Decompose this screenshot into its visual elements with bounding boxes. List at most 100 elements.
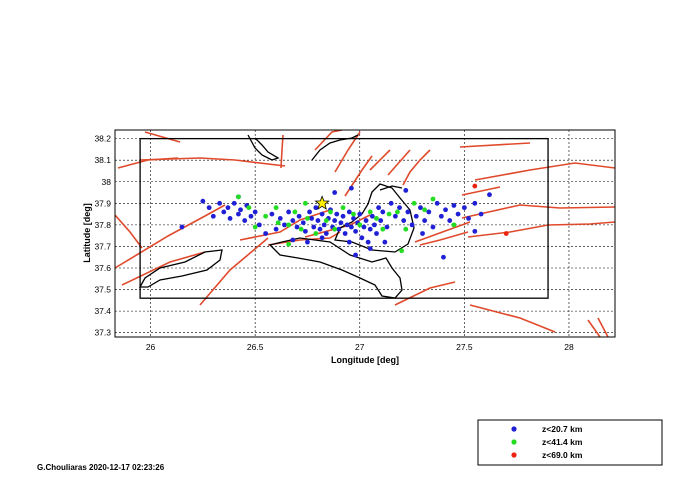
epicenter-point-series-0 [413,213,419,219]
study-area-rectangle [139,137,549,299]
x-tick-label: 27.5 [456,342,473,352]
epicenter-point-series-0 [409,222,415,228]
epicenter-point-series-0 [472,228,478,234]
epicenter-point-series-0 [451,203,457,208]
epicenter-point-series-0 [319,211,325,217]
epicenter-point-series-0 [296,213,302,219]
epicenter-point-series-0 [286,209,292,215]
y-tick-label: 37.8 [94,220,111,230]
epicenter-point-series-0 [300,220,306,226]
fault-line [144,131,181,143]
epicenter-point-series-0 [302,228,308,234]
epicenter-point-series-2 [503,231,509,236]
epicenter-point-series-0 [447,218,453,223]
x-tick-label: 26 [146,342,156,352]
epicenter-points [179,183,509,260]
coastline [379,185,403,191]
epicenter-point-series-1 [403,226,409,232]
epicenter-point-series-0 [309,216,315,221]
epicenter-point-series-0 [256,222,262,228]
y-tick-label: 38.1 [94,155,111,165]
epicenter-point-series-1 [340,205,346,211]
fault-line [402,149,431,186]
epicenter-point-series-1 [395,209,400,215]
epicenter-point-series-0 [349,224,354,230]
epicenter-point-series-0 [466,216,471,221]
epicenter-point-series-1 [399,248,405,254]
epicenter-point-series-0 [403,187,409,193]
epicenter-point-series-0 [321,222,327,228]
epicenter-point-series-1 [246,205,252,211]
fault-line [394,281,456,306]
epicenter-point-series-0 [443,207,448,213]
epicenter-point-series-1 [252,224,258,230]
fault-line [387,149,411,176]
y-tick-label: 38.2 [94,134,111,144]
coastline [138,249,223,288]
epicenter-point-series-0 [313,205,319,211]
epicenter-point-series-1 [286,222,292,228]
epicenter-point-series-1 [263,213,269,219]
fault-line [199,237,269,306]
epicenter-point-series-0 [397,205,402,211]
legend-marker-shallow [511,426,517,432]
legend: z<20.7 km z<41.4 km z<69.0 km [477,419,663,466]
y-tick-label: 37.5 [94,285,111,295]
y-tick-label: 38 [102,177,112,187]
epicenter-point-series-0 [367,246,373,251]
epicenter-point-series-0 [311,224,317,230]
epicenter-point-series-0 [307,209,312,215]
epicenter-point-series-1 [286,241,292,247]
epicenter-point-series-0 [305,239,310,245]
epicenter-point-series-0 [376,205,381,211]
epicenter-point-series-0 [252,209,258,215]
epicenter-point-series-0 [269,211,275,217]
y-tick-labels: 37.3 37.4 37.5 37.6 37.7 37.8 37.9 38 38.1 38.2 [94,134,111,338]
legend-label-shallow: z<20.7 km [542,424,583,434]
epicenter-point-series-0 [367,226,373,232]
epicenter-point-series-0 [277,216,283,221]
fault-line [419,231,469,246]
epicenter-point-series-0 [349,185,354,191]
epicenter-point-series-0 [336,226,342,232]
epicenter-point-series-0 [455,211,461,217]
epicenter-point-series-0 [441,254,446,260]
epicenter-point-series-1 [275,220,281,226]
epicenter-point-series-0 [430,224,436,230]
epicenter-point-series-1 [367,209,373,215]
legend-label-intermediate: z<41.4 km [542,437,583,447]
fault-line [461,204,615,219]
epicenter-point-series-0 [242,218,248,223]
epicenter-point-series-0 [221,209,227,215]
legend-marker-intermediate [511,439,517,445]
epicenter-point-series-0 [206,205,212,211]
footer-credit: G.Chouliaras 2020-12-17 02:23:26 [37,463,165,472]
epicenter-point-series-1 [302,200,308,206]
epicenter-point-series-0 [200,198,206,204]
x-tick-label: 27 [355,342,365,352]
coastline [268,237,403,299]
fault-line [469,304,556,333]
y-tick-label: 37.7 [94,241,111,251]
epicenter-point-series-1 [386,211,392,217]
legend-box [477,419,663,466]
epicenter-point-series-0 [290,218,296,223]
epicenter-point-series-0 [217,200,223,206]
x-tick-label: 26.5 [247,342,264,352]
study-area-box [139,137,549,299]
fault-line [280,134,284,169]
legend-label-deep: z<69.0 km [542,450,583,460]
epicenter-point-series-0 [384,224,390,230]
epicenter-point-series-2 [472,183,478,189]
epicenter-point-series-1 [332,226,338,232]
x-axis-label: Longitude [deg] [331,355,399,365]
coastline [311,134,359,161]
epicenter-point-series-0 [374,231,379,236]
fault-line [597,317,609,337]
legend-marker-deep [511,452,517,458]
epicenter-point-series-0 [323,231,329,236]
epicenter-point-series-0 [461,205,467,211]
epicenter-point-series-0 [405,209,411,215]
epicenter-point-series-0 [434,200,440,206]
epicenter-point-series-1 [451,222,457,228]
